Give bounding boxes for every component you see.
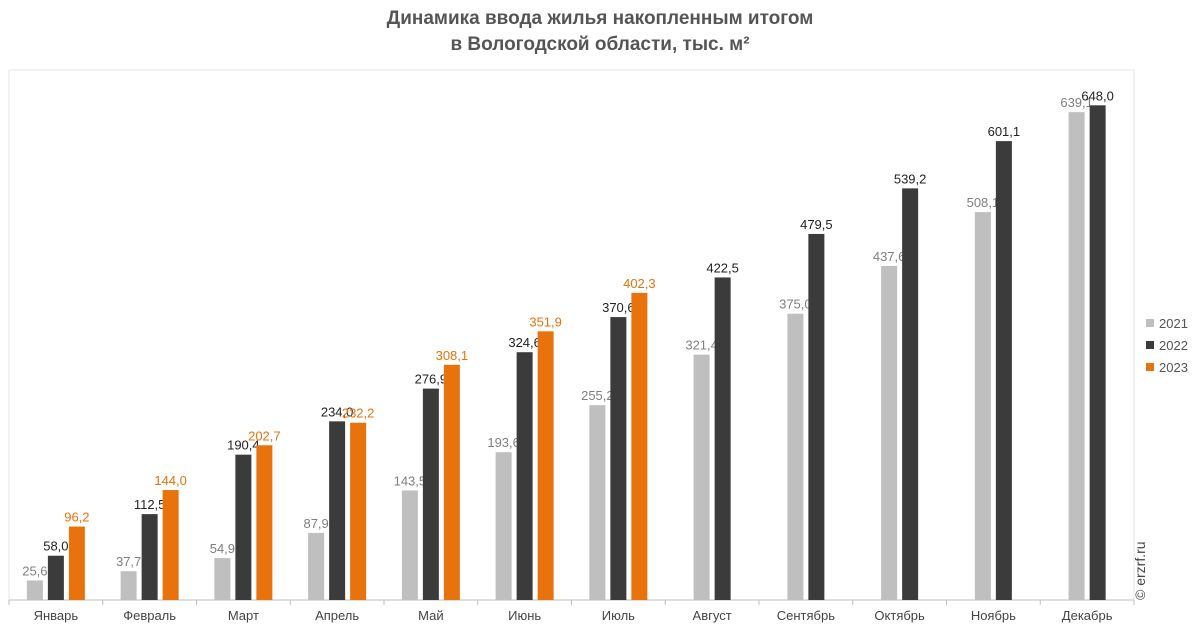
data-label-2023-1: 96,2: [64, 510, 89, 525]
bar-2021-10: [881, 265, 898, 600]
legend-swatch-2021: [1146, 319, 1154, 327]
data-label-2023-7: 402,3: [623, 276, 656, 291]
x-tick-label-10: Октябрь: [874, 608, 925, 623]
bar-2021-6: [495, 452, 512, 600]
data-label-2021-10: 437,6: [873, 249, 906, 264]
bar-2022-1: [47, 555, 64, 600]
data-label-2021-5: 143,5: [394, 473, 427, 488]
bar-2021-8: [693, 354, 710, 600]
data-label-2023-2: 144,0: [154, 473, 187, 488]
legend-label-2023: 2023: [1159, 359, 1188, 375]
legend-label-2021: 2021: [1159, 315, 1188, 331]
x-tick-label-8: Август: [693, 608, 732, 623]
data-label-2023-5: 308,1: [436, 348, 469, 363]
x-tick-label-2: Февраль: [123, 608, 176, 623]
x-tick-label-9: Сентябрь: [777, 608, 835, 623]
x-tick-label-12: Декабрь: [1062, 608, 1113, 623]
bar-2021-1: [26, 580, 43, 600]
bar-2022-12: [1089, 105, 1106, 600]
data-label-2022-1: 58,0: [43, 539, 68, 554]
data-label-2022-11: 601,1: [988, 124, 1021, 139]
x-tick-label-11: Ноябрь: [971, 608, 1016, 623]
legend-swatch-2022: [1146, 341, 1154, 349]
bar-2023-4: [350, 422, 367, 600]
data-label-2022-9: 479,5: [800, 217, 833, 232]
bar-2023-1: [68, 526, 85, 600]
bar-2021-11: [974, 212, 991, 600]
bar-2023-7: [631, 292, 648, 600]
bar-2023-5: [443, 364, 460, 600]
x-tick-label-1: Январь: [34, 608, 79, 623]
bar-2023-6: [537, 331, 554, 600]
legend-item-2022: 2022: [1146, 334, 1188, 356]
data-label-2021-4: 87,9: [303, 516, 328, 531]
x-tick-label-5: Май: [418, 608, 443, 623]
data-label-2022-4: 234,0: [321, 404, 354, 419]
data-label-2021-3: 54,9: [210, 541, 235, 556]
data-label-2023-3: 202,7: [248, 428, 281, 443]
data-label-2022-10: 539,2: [894, 171, 927, 186]
data-label-2022-3: 190,4: [227, 438, 260, 453]
data-label-2021-6: 193,6: [487, 435, 520, 450]
bar-2022-9: [808, 233, 825, 600]
bar-2023-2: [162, 490, 179, 600]
data-label-2022-6: 324,6: [508, 335, 541, 350]
data-label-2021-7: 255,2: [581, 388, 614, 403]
data-label-2022-12: 648,0: [1081, 88, 1114, 103]
data-label-2021-12: 639,1: [1060, 95, 1093, 110]
bar-2022-8: [714, 277, 731, 600]
bar-2022-5: [422, 388, 439, 600]
legend: 2021 2022 2023: [1146, 312, 1188, 378]
x-tick-label-4: Апрель: [315, 608, 359, 623]
bar-2021-12: [1068, 112, 1085, 601]
data-label-2021-11: 508,1: [967, 195, 1000, 210]
bar-2021-7: [589, 405, 606, 600]
bar-2022-3: [235, 454, 252, 600]
data-label-2022-7: 370,6: [602, 300, 635, 315]
bar-2022-11: [995, 141, 1012, 601]
data-label-2021-1: 25,6: [22, 563, 47, 578]
data-label-2022-2: 112,5: [134, 497, 166, 512]
legend-item-2021: 2021: [1146, 312, 1188, 334]
data-label-2022-5: 276,9: [415, 372, 448, 387]
chart-title-line1: Динамика ввода жилья накопленным итогом: [386, 8, 814, 29]
x-tick-label-3: Март: [228, 608, 259, 623]
x-tick-label-7: Июль: [602, 608, 635, 623]
bar-2021-3: [214, 558, 231, 600]
bar-2021-4: [308, 532, 325, 600]
data-label-2022-8: 422,5: [706, 260, 739, 275]
bar-2021-5: [401, 490, 418, 600]
bar-2023-3: [256, 445, 273, 600]
data-label-2023-6: 351,9: [529, 314, 562, 329]
x-tick-label-6: Июнь: [508, 608, 541, 623]
bar-2021-2: [120, 571, 137, 600]
chart-title: Динамика ввода жилья накопленным итогом …: [0, 6, 1200, 58]
bar-2022-10: [902, 188, 919, 600]
bar-2022-7: [610, 317, 627, 600]
legend-label-2022: 2022: [1159, 337, 1188, 353]
data-label-2021-9: 375,0: [779, 297, 812, 312]
data-label-2021-8: 321,4: [685, 338, 718, 353]
bar-2021-9: [787, 313, 804, 600]
bar-2022-4: [329, 421, 346, 600]
copyright: © erzrf.ru: [1132, 541, 1148, 600]
legend-swatch-2023: [1146, 363, 1154, 371]
chart-title-line2: в Вологодской области, тыс. м²: [450, 34, 750, 55]
data-label-2023-4: 232,2: [342, 406, 375, 421]
legend-item-2023: 2023: [1146, 356, 1188, 378]
data-label-2021-2: 37,7: [116, 554, 141, 569]
bar-2022-2: [141, 514, 158, 600]
bar-2022-6: [516, 352, 533, 600]
